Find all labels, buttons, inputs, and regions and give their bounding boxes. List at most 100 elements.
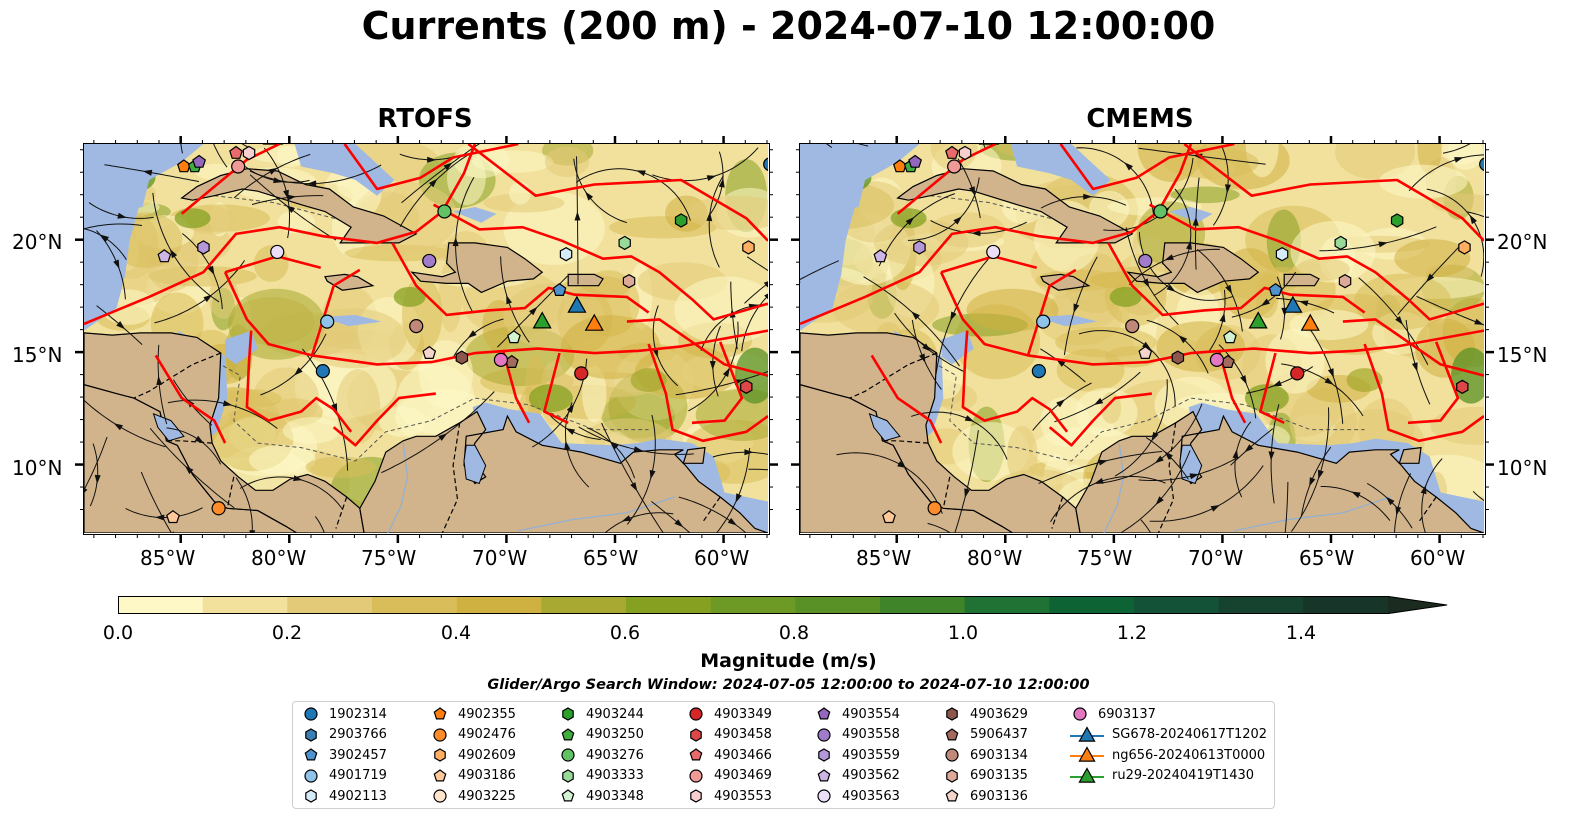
platform-marker-4901719[interactable] xyxy=(1036,314,1051,329)
platform-marker-4902609[interactable] xyxy=(1458,240,1471,255)
streamline-arrow xyxy=(1210,505,1220,512)
platform-marker-3902457[interactable] xyxy=(1268,282,1283,296)
platform-marker-4903559[interactable] xyxy=(197,240,210,255)
streamline-arrow xyxy=(735,493,742,503)
platform-marker-ng656-20240613T0000[interactable] xyxy=(584,313,604,331)
platform-marker-4903559[interactable] xyxy=(913,240,926,255)
platform-marker-4903558[interactable] xyxy=(422,253,437,269)
streamline-arrow xyxy=(1454,157,1464,163)
platform-marker-4903554[interactable] xyxy=(908,154,923,168)
platform-marker-6903136[interactable] xyxy=(1138,345,1153,359)
platform-marker-4903349[interactable] xyxy=(574,366,589,381)
platform-marker-6903137[interactable] xyxy=(493,352,509,367)
streamline-arrow xyxy=(84,487,88,493)
streamline-arrow xyxy=(268,167,278,175)
platform-marker-4903469[interactable] xyxy=(947,159,962,174)
legend-item: 4903466 xyxy=(686,745,772,765)
platform-marker-1902314[interactable] xyxy=(1479,157,1484,171)
map-rtofs-canvas xyxy=(84,144,768,533)
legend-item: 2903766 xyxy=(301,725,387,745)
streamline-arrow xyxy=(922,343,931,352)
platform-marker-4903553[interactable] xyxy=(242,145,256,161)
platform-marker-4903562[interactable] xyxy=(157,249,172,263)
platform-marker-4902113[interactable] xyxy=(559,247,573,262)
platform-marker-4903244[interactable] xyxy=(1390,213,1404,228)
lake-nicaragua xyxy=(152,412,185,442)
platform-marker-SG678-20240617T1202[interactable] xyxy=(567,295,587,313)
platform-marker-4903348[interactable] xyxy=(507,330,521,344)
platform-marker-6903137[interactable] xyxy=(1209,352,1225,367)
platform-marker-4903458[interactable] xyxy=(1456,379,1469,394)
platform-marker-4903333[interactable] xyxy=(618,235,631,251)
platform-marker-4903563[interactable] xyxy=(986,244,1001,260)
colorbar-extend-arrow xyxy=(1388,596,1448,614)
platform-marker-6903136[interactable] xyxy=(422,345,437,359)
speed-patch xyxy=(509,182,531,205)
country-border xyxy=(942,476,951,509)
platform-marker-4903276[interactable] xyxy=(1153,204,1168,219)
legend-item: 4902113 xyxy=(301,786,387,806)
platform-marker-4903466[interactable] xyxy=(229,145,243,159)
platform-marker-4903562[interactable] xyxy=(873,249,888,263)
platform-marker-4903558[interactable] xyxy=(1138,253,1153,269)
platform-marker-4902476[interactable] xyxy=(927,501,942,516)
platform-marker-4903186[interactable] xyxy=(882,510,896,524)
platform-marker-ng656-20240613T0000[interactable] xyxy=(1300,313,1320,331)
platform-marker-4903333[interactable] xyxy=(1334,235,1347,251)
streamline xyxy=(84,223,143,230)
platform-marker-4903466[interactable] xyxy=(945,145,959,159)
legend-label: 4903629 xyxy=(970,706,1028,722)
platform-marker-4903563[interactable] xyxy=(270,244,285,260)
platform-marker-1902314[interactable] xyxy=(763,157,768,171)
land-puertoRico xyxy=(1283,273,1320,287)
legend-item: 6903134 xyxy=(942,745,1028,765)
platform-marker-6903135[interactable] xyxy=(1338,274,1352,289)
shelf-area xyxy=(294,144,395,196)
eez-boundary xyxy=(1048,392,1152,447)
platform-marker-6903135[interactable] xyxy=(622,274,636,289)
land-jamaica xyxy=(1040,273,1091,291)
strong-current-patch xyxy=(393,286,426,307)
platform-marker-4903348[interactable] xyxy=(1223,330,1237,344)
platform-marker-6903134[interactable] xyxy=(409,319,424,334)
platform-marker-4903186[interactable] xyxy=(166,510,180,524)
platform-marker-1902314[interactable] xyxy=(315,364,330,379)
platform-marker-ru29-20240419T1430[interactable] xyxy=(1248,311,1268,329)
platform-marker-4903349[interactable] xyxy=(1290,366,1305,381)
platform-marker-4903554[interactable] xyxy=(192,154,207,168)
x-tick-label: 60°W xyxy=(694,546,750,570)
pentagon-marker-icon xyxy=(304,748,318,761)
platform-marker-ru29-20240419T1430[interactable] xyxy=(532,311,552,329)
platform-marker-4903469[interactable] xyxy=(231,159,246,174)
colorbar-segment xyxy=(1134,596,1220,614)
platform-marker-4903458[interactable] xyxy=(740,379,753,394)
streamline-arrow xyxy=(610,441,619,450)
strong-current-patch xyxy=(528,384,573,413)
speed-patch xyxy=(217,389,282,409)
platform-marker-4902113[interactable] xyxy=(1275,247,1289,262)
isobath-1000m xyxy=(192,348,649,462)
streamline-arrow xyxy=(722,367,730,377)
eez-boundary xyxy=(84,144,477,326)
platform-marker-4902609[interactable] xyxy=(742,240,755,255)
platform-marker-SG678-20240617T1202[interactable] xyxy=(1283,295,1303,313)
platform-marker-4902476[interactable] xyxy=(211,501,226,516)
streamline-arrow xyxy=(1186,240,1192,250)
platform-marker-4903553[interactable] xyxy=(958,145,972,161)
platform-marker-3902457[interactable] xyxy=(552,282,567,296)
streamline xyxy=(154,260,246,324)
map-cmems-canvas xyxy=(800,144,1484,533)
streamline xyxy=(213,144,228,168)
legend-label: 4903250 xyxy=(586,727,644,743)
platform-marker-4903244[interactable] xyxy=(674,213,688,228)
platform-marker-4903276[interactable] xyxy=(437,204,452,219)
platform-marker-4903629[interactable] xyxy=(1171,350,1185,365)
platform-marker-4901719[interactable] xyxy=(320,314,335,329)
shelf-area xyxy=(1036,314,1098,327)
platform-marker-1902314[interactable] xyxy=(1031,364,1046,379)
platform-marker-6903134[interactable] xyxy=(1125,319,1140,334)
platform-marker-4903629[interactable] xyxy=(455,350,469,365)
streamline-arrow xyxy=(467,330,477,339)
streamline-arrow xyxy=(919,353,926,363)
streamline xyxy=(399,152,472,227)
